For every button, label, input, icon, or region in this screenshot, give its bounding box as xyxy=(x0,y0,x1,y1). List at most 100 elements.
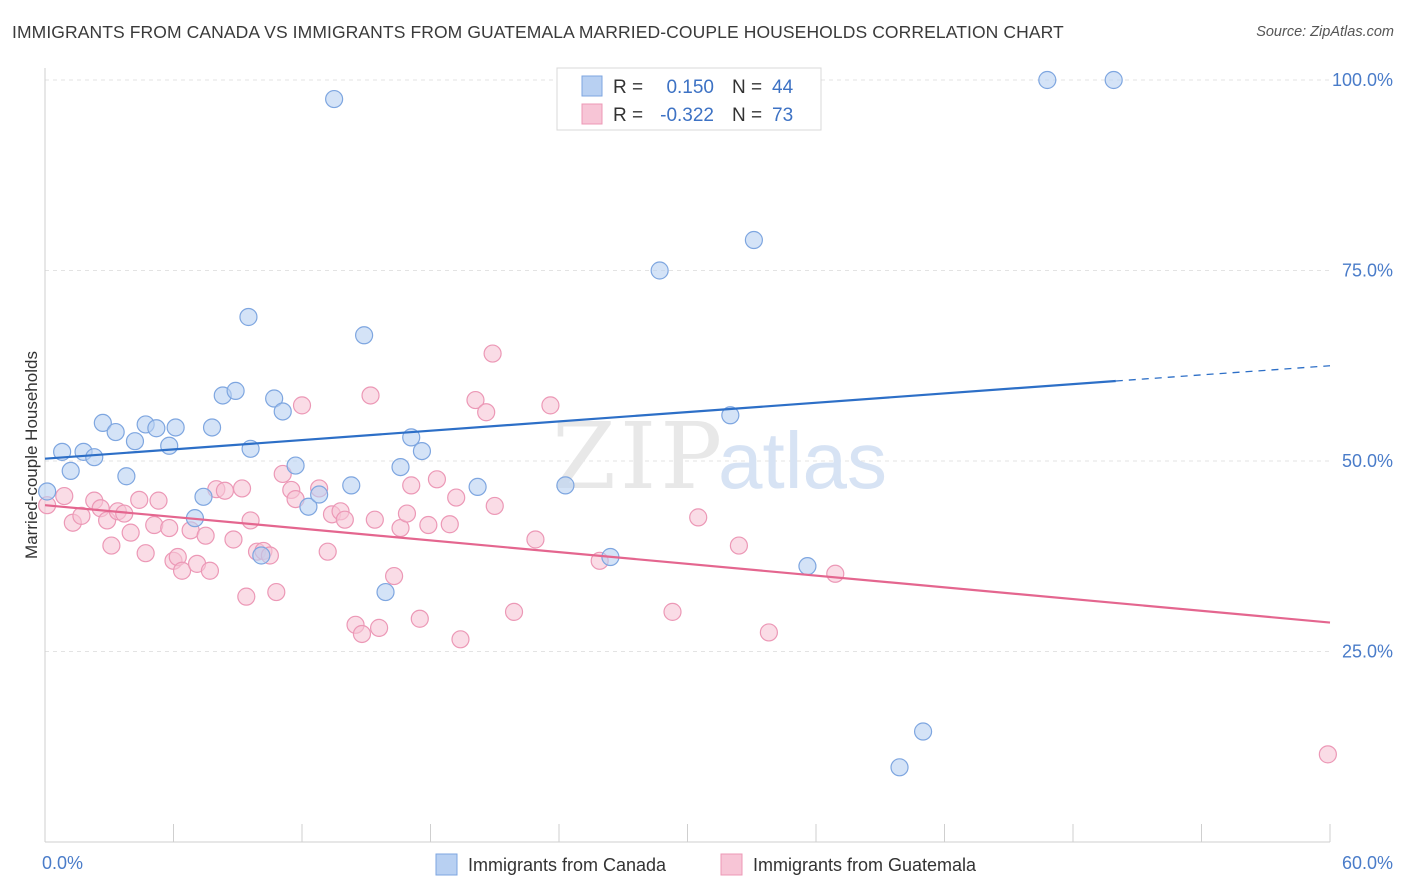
y-axis-title: Married-couple Households xyxy=(22,351,41,559)
guatemala-point xyxy=(759,623,778,642)
guatemala-point xyxy=(121,523,140,542)
canada-point xyxy=(468,477,487,497)
trend-lines xyxy=(44,365,1331,624)
guatemala-point xyxy=(410,609,429,628)
canada-point xyxy=(117,467,136,486)
guatemala-point xyxy=(485,496,504,516)
guatemala-point xyxy=(200,561,220,580)
guatemala-point xyxy=(402,476,421,495)
legend-n-label: N = xyxy=(732,77,762,98)
canada-point xyxy=(106,422,125,442)
canada-point xyxy=(650,261,669,280)
chart-title: IMMIGRANTS FROM CANADA VS IMMIGRANTS FRO… xyxy=(12,22,1064,42)
y-tick-label: 25.0% xyxy=(1342,642,1393,662)
guatemala-point xyxy=(541,396,560,415)
canada-point xyxy=(310,485,329,504)
watermark: ZIP atlas xyxy=(552,403,887,510)
guatemala-series xyxy=(38,344,1337,764)
guatemala-point xyxy=(365,510,384,529)
guatemala-point xyxy=(267,582,286,602)
canada-point xyxy=(93,413,112,432)
guatemala-point xyxy=(196,526,215,545)
y-tick-label: 75.0% xyxy=(1342,261,1393,281)
y-tick-label: 100.0% xyxy=(1332,70,1393,90)
canada-point xyxy=(265,389,284,408)
tick-labels: 25.0% 50.0% 75.0% 100.0% 0.0% 60.0% xyxy=(42,70,1393,873)
guatemala-point xyxy=(102,536,121,555)
guatemala-point xyxy=(145,515,164,535)
guatemala-point xyxy=(419,515,438,535)
guatemala-point xyxy=(689,508,708,527)
guatemala-point xyxy=(427,470,447,489)
canada-point xyxy=(556,476,575,495)
canada-trend-extension xyxy=(1115,365,1331,382)
guatemala-point xyxy=(370,618,389,637)
canada-bottom-label: Immigrants from Canada xyxy=(468,855,667,875)
guatemala-point xyxy=(237,587,256,606)
guatemala-point xyxy=(273,464,292,484)
canada-point xyxy=(913,722,933,741)
canada-point xyxy=(125,432,145,451)
guatemala-point xyxy=(729,536,749,555)
guatemala-point xyxy=(224,530,243,549)
guatemala-point xyxy=(215,481,234,500)
canada-point xyxy=(721,406,740,425)
canada-point xyxy=(391,457,410,477)
legend-r-value: -0.322 xyxy=(660,105,714,126)
canada-bottom-swatch xyxy=(435,853,458,876)
y-tick-label: 50.0% xyxy=(1342,451,1393,471)
guatemala-point xyxy=(136,544,155,563)
canada-point xyxy=(1038,70,1057,90)
guatemala-point xyxy=(397,504,417,523)
guatemala-point xyxy=(149,491,168,510)
canada-point xyxy=(166,418,185,437)
canada-point xyxy=(890,758,909,777)
stats-legend: R = 0.150 N = 44 R = -0.322 N = 73 xyxy=(556,67,822,131)
canada-point xyxy=(202,418,222,437)
guatemala-point xyxy=(483,344,502,363)
guatemala-point xyxy=(466,390,485,410)
x-tick-label: 0.0% xyxy=(42,853,83,873)
guatemala-point xyxy=(172,561,192,580)
canada-point xyxy=(1104,70,1123,90)
canada-point xyxy=(798,557,817,576)
canada-point xyxy=(160,436,179,455)
legend-n-label: N = xyxy=(732,105,762,126)
guatemala-point xyxy=(477,403,496,422)
legend-r-value: 0.150 xyxy=(666,77,714,98)
guatemala-point xyxy=(318,542,337,561)
axes xyxy=(44,68,1331,843)
canada-point xyxy=(325,89,344,109)
guatemala-point xyxy=(451,630,470,649)
canada-point xyxy=(412,441,432,461)
canada-point xyxy=(194,487,213,506)
guatemala-point xyxy=(447,488,466,507)
guatemala-point xyxy=(504,602,524,621)
guatemala-point xyxy=(160,518,179,538)
guatemala-point xyxy=(232,479,252,498)
guatemala-legend-swatch xyxy=(581,103,603,125)
canada-point xyxy=(147,419,166,438)
canada-point xyxy=(85,448,104,467)
guatemala-point xyxy=(292,396,312,415)
guatemala-bottom-swatch xyxy=(720,853,743,876)
canada-point xyxy=(355,326,374,345)
canada-legend-swatch xyxy=(581,75,603,97)
canada-point xyxy=(273,402,292,421)
source-label: Source: ZipAtlas.com xyxy=(1256,24,1394,40)
guatemala-point xyxy=(826,564,845,583)
canada-point xyxy=(252,546,271,565)
legend-r-label: R = xyxy=(613,77,643,98)
guatemala-point xyxy=(72,506,91,525)
canada-point xyxy=(239,307,258,327)
canada-trend-line xyxy=(44,379,1116,460)
canada-point xyxy=(61,461,80,481)
series-legend: Immigrants from Canada Immigrants from Gu… xyxy=(435,853,977,876)
guatemala-bottom-label: Immigrants from Guatemala xyxy=(753,855,977,875)
canada-point xyxy=(744,230,763,250)
canada-point xyxy=(342,476,361,495)
legend-r-label: R = xyxy=(613,105,643,126)
legend-n-value: 44 xyxy=(772,77,794,98)
guatemala-point xyxy=(335,510,354,529)
